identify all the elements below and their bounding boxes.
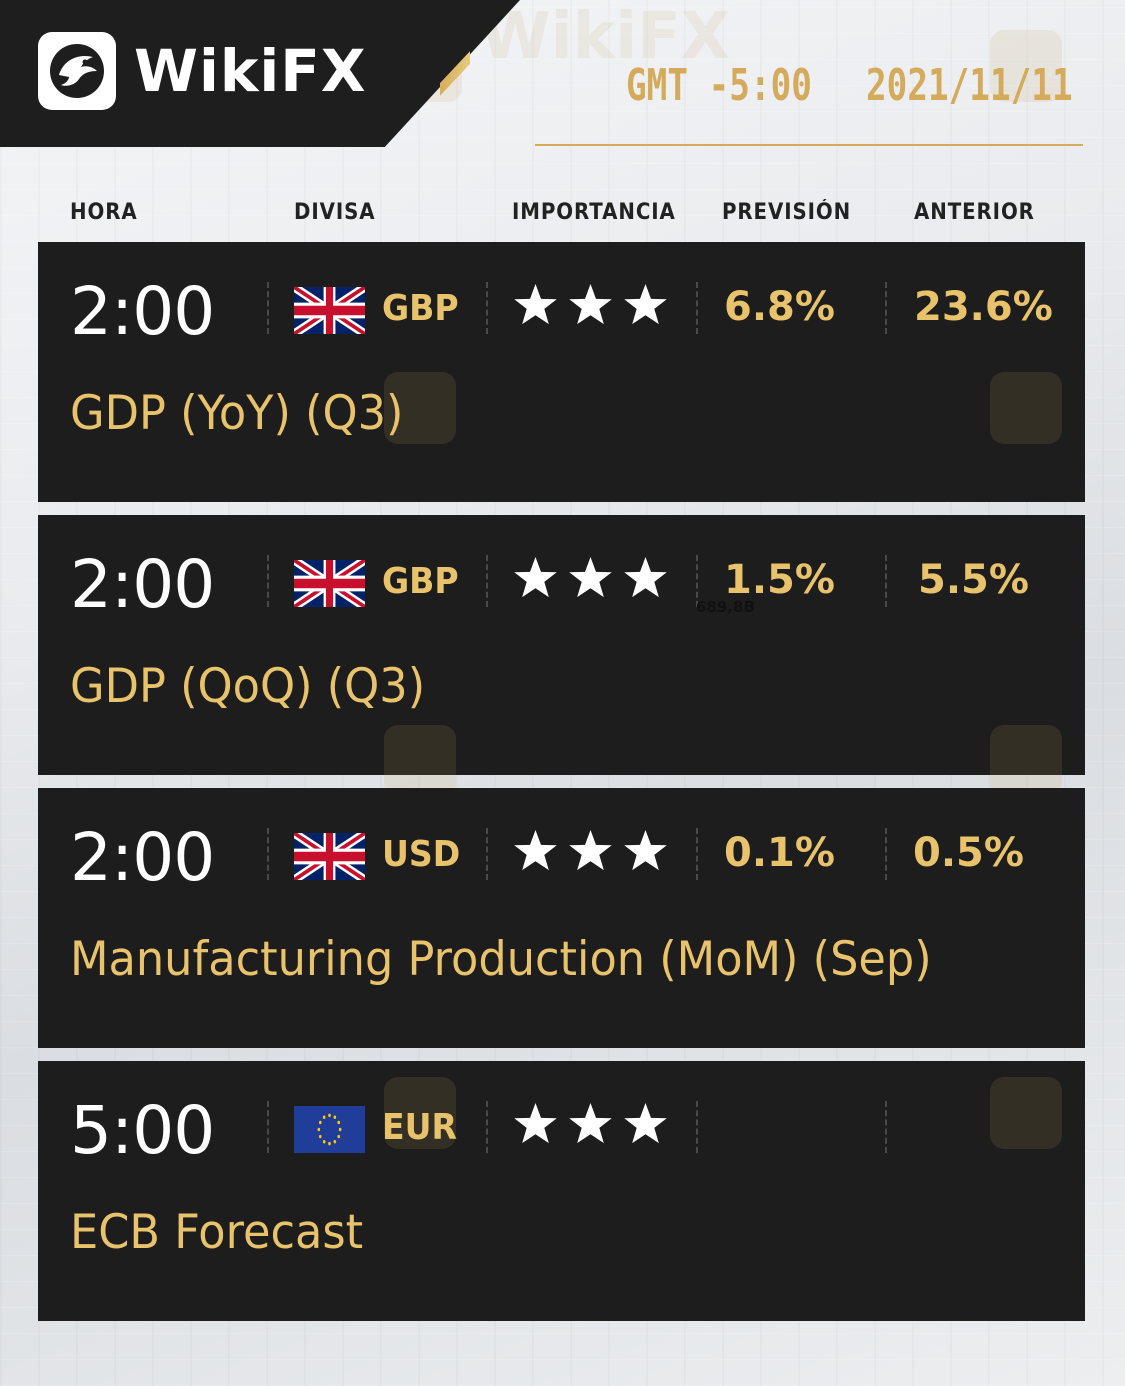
eagle-logo-icon <box>38 32 116 110</box>
column-header-importancia: IMPORTANCIA <box>512 200 676 225</box>
separator <box>267 282 269 334</box>
separator <box>885 1101 887 1153</box>
event-currency: EUR <box>382 1107 458 1148</box>
separator <box>486 1101 488 1153</box>
star-icon <box>624 556 667 598</box>
event-title: Manufacturing Production (MoM) (Sep) <box>70 932 932 987</box>
separator <box>696 828 698 880</box>
event-forecast: 1.5% <box>724 557 835 603</box>
event-card: 2:00 GBP 6.8% 23.6% GDP (YoY) (Q3) <box>38 242 1085 502</box>
separator <box>267 1101 269 1153</box>
event-card: 2:00 GBP 1.5% 5.5% GDP (QoQ) (Q3) <box>38 515 1085 797</box>
star-icon <box>569 283 612 325</box>
event-previous: 23.6% <box>914 284 1053 330</box>
separator <box>486 282 488 334</box>
star-icon <box>569 556 612 598</box>
star-icon <box>514 556 557 598</box>
wikifx-logo: WikiFX <box>38 32 367 110</box>
event-forecast: 0.1% <box>724 830 835 876</box>
separator <box>885 282 887 334</box>
event-previous: 5.5% <box>918 557 1029 603</box>
star-icon <box>569 1102 612 1144</box>
event-time: 2:00 <box>70 273 215 350</box>
timezone-label: GMT -5:00 <box>626 60 812 111</box>
importance-rating <box>512 828 669 875</box>
uk-flag-icon <box>294 287 365 334</box>
separator <box>486 555 488 607</box>
importance-rating <box>512 282 669 329</box>
uk-flag-icon <box>294 560 365 607</box>
star-icon <box>624 1102 667 1144</box>
star-icon <box>569 829 612 871</box>
date-label: 2021/11/11 <box>866 60 1073 111</box>
star-icon <box>624 829 667 871</box>
event-currency: USD <box>382 834 461 875</box>
importance-rating <box>512 555 669 602</box>
event-title: GDP (YoY) (Q3) <box>70 386 404 441</box>
star-icon <box>514 829 557 871</box>
separator <box>486 828 488 880</box>
separator <box>696 282 698 334</box>
header-divider <box>535 144 1083 146</box>
star-icon <box>514 1102 557 1144</box>
eu-flag-icon <box>294 1106 365 1153</box>
uk-flag-icon <box>294 833 365 880</box>
brand-name: WikiFX <box>134 37 367 105</box>
separator <box>696 555 698 607</box>
event-time: 2:00 <box>70 546 215 623</box>
separator <box>696 1101 698 1153</box>
separator <box>267 828 269 880</box>
event-forecast: 6.8% <box>724 284 835 330</box>
event-previous: 0.5% <box>913 830 1024 876</box>
event-time: 2:00 <box>70 819 215 896</box>
event-currency: GBP <box>382 561 459 602</box>
column-header-prevision: PREVISIÓN <box>722 200 852 225</box>
column-header-hora: HORA <box>70 200 138 225</box>
event-title: GDP (QoQ) (Q3) <box>70 659 426 714</box>
importance-rating <box>512 1101 669 1148</box>
watermark-logo <box>990 1077 1062 1149</box>
event-title: ECB Forecast <box>70 1205 364 1260</box>
separator <box>885 555 887 607</box>
star-icon <box>624 283 667 325</box>
separator <box>885 828 887 880</box>
watermark-logo <box>990 372 1062 444</box>
event-time: 5:00 <box>70 1092 215 1169</box>
event-card: 2:00 USD 0.1% 0.5% Manufacturing Product… <box>38 788 1085 1048</box>
column-header-anterior: ANTERIOR <box>914 200 1035 225</box>
separator <box>267 555 269 607</box>
star-icon <box>514 283 557 325</box>
event-card: 5:00 EUR ECB Forecast <box>38 1061 1085 1321</box>
event-currency: GBP <box>382 288 459 329</box>
stray-label: 689,8B <box>696 598 755 616</box>
column-header-divisa: DIVISA <box>294 200 376 225</box>
